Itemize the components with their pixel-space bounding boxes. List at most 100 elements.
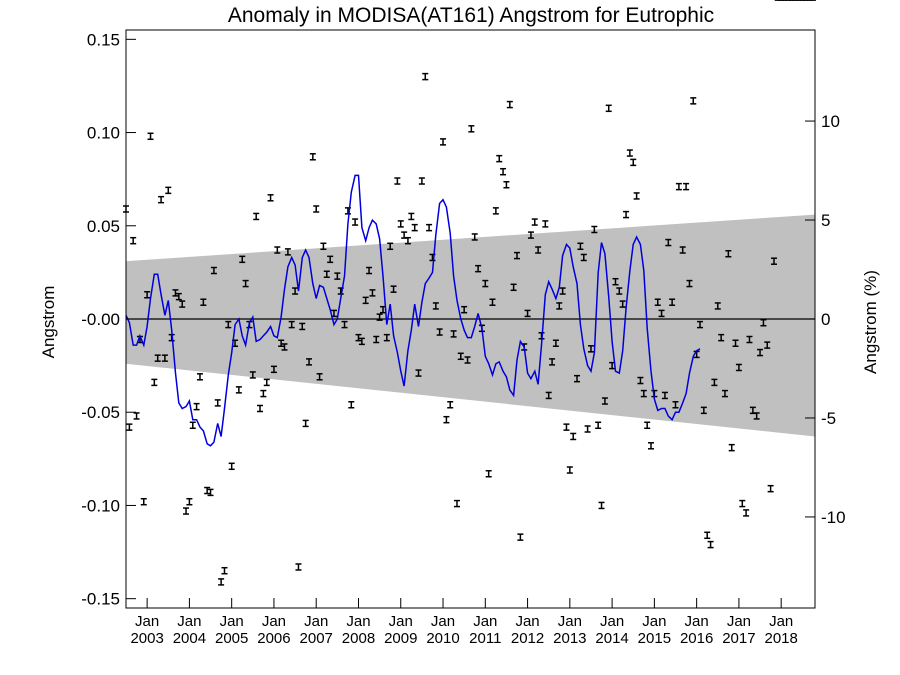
chart-title: Anomaly in MODISA(AT161) Angstrom for Eu… (228, 4, 714, 27)
y-tick-label: -0.10 (81, 496, 120, 515)
data-point (599, 502, 605, 508)
data-point (743, 510, 749, 516)
data-point (447, 402, 453, 408)
x-tick-month-label: Jan (346, 613, 370, 630)
y2-tick-label: 5 (821, 211, 830, 230)
data-point (585, 426, 591, 432)
x-tick-year-label: 2003 (130, 630, 163, 647)
data-point (352, 219, 358, 225)
data-point (204, 488, 210, 494)
data-point (126, 424, 132, 430)
data-point (408, 213, 414, 219)
data-point (190, 422, 196, 428)
x-tick-month-label: Jan (515, 613, 539, 630)
data-point (394, 178, 400, 184)
y-tick-label: -0.00 (81, 310, 120, 329)
data-point (606, 105, 612, 111)
data-point (268, 195, 274, 201)
data-point (236, 387, 242, 393)
x-tick-month-label: Jan (220, 613, 244, 630)
x-tick-year-label: 2011 (469, 630, 501, 647)
data-point (419, 178, 425, 184)
data-point (398, 221, 404, 227)
plot-area (123, 0, 816, 585)
data-point (542, 221, 548, 227)
data-point (158, 197, 164, 203)
data-point (644, 422, 650, 428)
data-point (683, 184, 689, 190)
x-tick-month-label: Jan (642, 613, 666, 630)
data-point (440, 139, 446, 145)
data-point (151, 379, 157, 385)
data-point (295, 564, 301, 570)
x-tick-year-label: 2006 (257, 630, 290, 647)
data-point (468, 126, 474, 132)
x-tick-year-label: 2010 (426, 630, 459, 647)
data-point (313, 206, 319, 212)
data-point (676, 184, 682, 190)
x-tick-month-label: Jan (600, 613, 624, 630)
confidence-band (126, 215, 815, 437)
left-axis: 0.150.100.05-0.00-0.05-0.10-0.15 (81, 30, 136, 608)
x-tick-year-label: 2007 (300, 630, 333, 647)
x-tick-month-label: Jan (431, 613, 455, 630)
right-axis: 10 5 0 -5 -10 (805, 112, 846, 527)
data-point (595, 422, 601, 428)
y-tick-label: -0.15 (81, 590, 120, 609)
y2-tick-label: -5 (821, 409, 836, 428)
data-point (563, 424, 569, 430)
data-point (165, 187, 171, 193)
y-axis-label: Angstrom (39, 286, 58, 359)
x-tick-year-label: 2013 (553, 630, 586, 647)
y2-tick-label: 0 (821, 310, 830, 329)
data-point (221, 568, 227, 574)
data-point (148, 133, 154, 139)
x-tick-month-label: Jan (177, 613, 201, 630)
y2-tick-label: -10 (821, 508, 846, 527)
data-point (215, 400, 221, 406)
data-point (486, 471, 492, 477)
x-tick-year-label: 2008 (342, 630, 375, 647)
data-point (567, 467, 573, 473)
x-tick-month-label: Jan (389, 613, 413, 630)
y2-tick-label: 10 (821, 112, 840, 131)
x-tick-month-label: Jan (727, 613, 751, 630)
x-tick-year-label: 2014 (595, 630, 628, 647)
x-tick-month-label: Jan (685, 613, 709, 630)
x-tick-month-label: Jan (135, 613, 159, 630)
x-tick-month-label: Jan (558, 613, 582, 630)
data-point (690, 98, 696, 104)
data-point (454, 501, 460, 507)
data-point (532, 219, 538, 225)
data-point (517, 534, 523, 540)
data-point (303, 420, 309, 426)
data-point (348, 402, 354, 408)
x-tick-month-label: Jan (473, 613, 497, 630)
x-tick-month-label: Jan (769, 613, 793, 630)
data-point (260, 391, 266, 397)
data-point (648, 443, 654, 449)
data-point (493, 208, 499, 214)
data-point (264, 379, 270, 385)
data-point (704, 532, 710, 538)
data-point (443, 417, 449, 423)
data-point (507, 102, 513, 108)
data-point (768, 486, 774, 492)
data-point (141, 499, 147, 505)
data-point (183, 508, 189, 514)
data-point (412, 225, 418, 231)
data-point (729, 445, 735, 451)
data-point (422, 74, 428, 80)
data-point (194, 404, 200, 410)
x-tick-year-label: 2012 (511, 630, 544, 647)
data-point (634, 193, 640, 199)
x-tick-year-label: 2005 (215, 630, 248, 647)
data-point (208, 489, 214, 495)
y2-axis-label: Angstrom (%) (861, 270, 880, 374)
data-point (218, 579, 224, 585)
data-point (310, 154, 316, 160)
data-point (496, 156, 502, 162)
data-point (186, 499, 192, 505)
data-point (500, 169, 506, 175)
